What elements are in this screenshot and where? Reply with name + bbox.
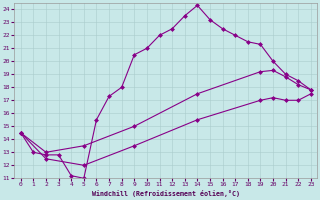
X-axis label: Windchill (Refroidissement éolien,°C): Windchill (Refroidissement éolien,°C): [92, 190, 240, 197]
